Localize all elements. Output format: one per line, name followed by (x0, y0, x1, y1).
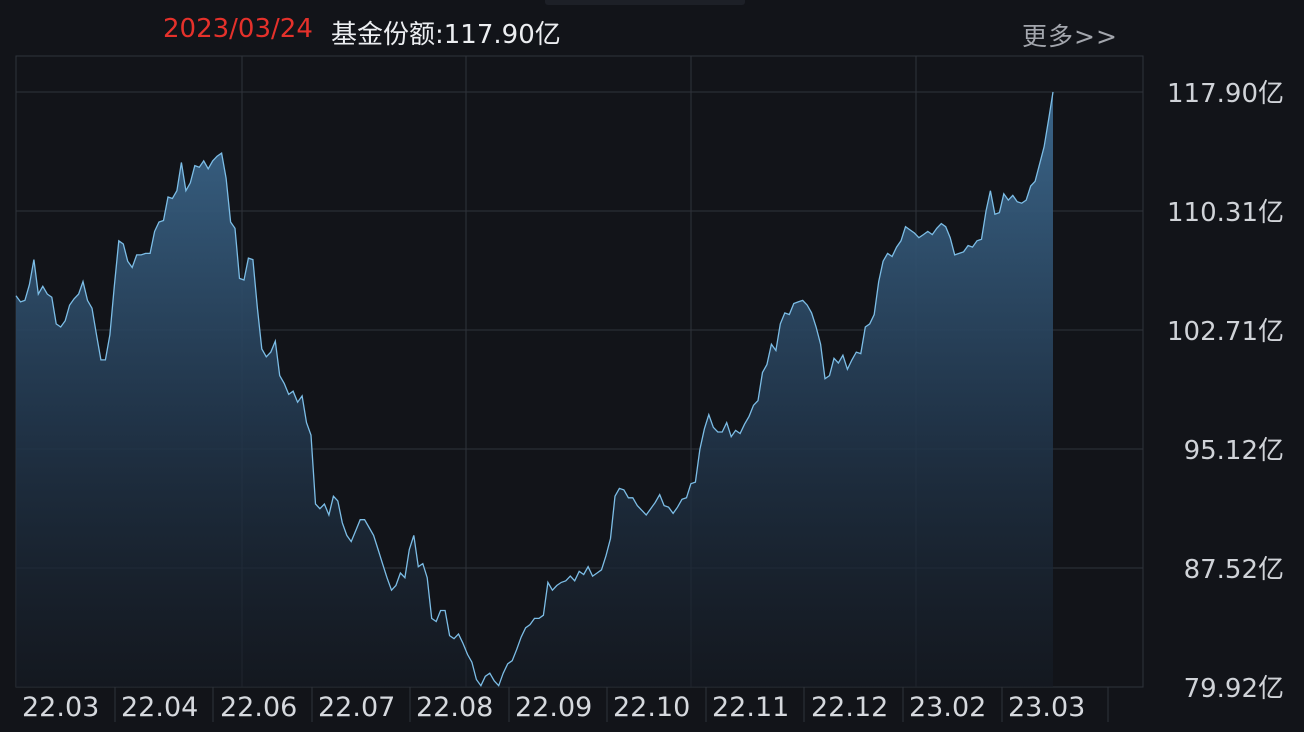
more-link[interactable]: 更多>> (1022, 22, 1118, 51)
header-date: 2023/03/24 (163, 14, 313, 44)
y-tick-label: 95.12亿 (1184, 436, 1284, 466)
top-tab-handle (545, 0, 745, 5)
y-tick-label: 79.92亿 (1184, 674, 1284, 704)
y-tick-label: 87.52亿 (1184, 555, 1284, 585)
x-tick-label: 22.07 (318, 692, 395, 723)
fund-share-area (16, 92, 1053, 687)
x-tick-label: 22.06 (220, 692, 297, 723)
y-tick-label: 117.90亿 (1167, 79, 1284, 109)
x-tick-label: 22.10 (613, 692, 690, 723)
x-tick-label: 23.03 (1008, 692, 1085, 723)
fund-share-line (15, 91, 1054, 687)
x-tick-label: 23.02 (909, 692, 986, 723)
x-tick-label: 22.08 (416, 692, 493, 723)
x-tick-label: 22.04 (121, 692, 198, 723)
x-tick-label: 22.03 (22, 692, 99, 723)
x-tick-label: 22.11 (712, 692, 789, 723)
y-tick-label: 110.31亿 (1167, 198, 1284, 228)
x-tick-label: 22.09 (515, 692, 592, 723)
x-axis-labels: 22.03 22.04 22.06 22.07 22.08 22.09 22.10 22.11… (22, 687, 1109, 723)
y-tick-label: 102.71亿 (1167, 317, 1284, 347)
y-axis-labels: 117.90亿 110.31亿 102.71亿 95.12亿 87.52亿 79.92亿 (1167, 79, 1284, 704)
x-tick-label: 22.12 (811, 692, 888, 723)
header-fund-share-value: 基金份额:117.90亿 (331, 20, 561, 50)
